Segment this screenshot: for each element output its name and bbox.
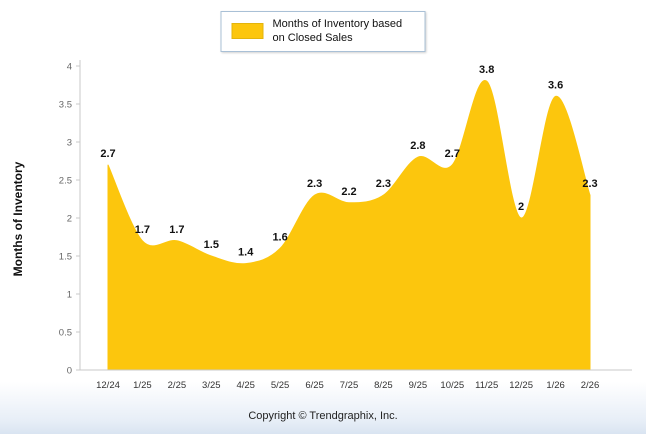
legend-swatch xyxy=(231,23,264,40)
data-label: 1.5 xyxy=(204,239,219,251)
y-tick-label: 2 xyxy=(67,214,72,225)
area-series xyxy=(107,80,591,371)
data-label: 1.7 xyxy=(135,224,150,236)
y-tick-label: 1.5 xyxy=(59,252,72,263)
y-tick-label: 2.5 xyxy=(59,176,72,187)
x-tick-label: 6/25 xyxy=(305,380,324,391)
y-tick-label: 3.5 xyxy=(59,100,72,111)
x-tick-label: 2/25 xyxy=(168,380,187,391)
x-tick-label: 3/25 xyxy=(202,380,221,391)
x-tick-label: 10/25 xyxy=(440,380,464,391)
data-label: 2.7 xyxy=(445,148,460,160)
x-tick-label: 2/26 xyxy=(581,380,600,391)
data-label: 2.3 xyxy=(582,178,597,190)
copyright-text: Copyright © Trendgraphix, Inc. xyxy=(248,410,398,422)
x-tick-label: 1/26 xyxy=(546,380,565,391)
data-label: 3.6 xyxy=(548,79,563,91)
x-tick-label: 1/25 xyxy=(133,380,152,391)
legend-label: Months of Inventory based on Closed Sale… xyxy=(272,18,403,45)
y-tick-label: 0 xyxy=(67,366,72,377)
x-tick-label: 8/25 xyxy=(374,380,393,391)
data-label: 2.7 xyxy=(100,148,115,160)
data-label: 2.3 xyxy=(376,178,391,190)
area-chart-svg: 0 0.5 1 1.5 2 2.5 3 3.5 4 12/24 1/25 2/25 3/25 4/25 5/… xyxy=(59,60,632,391)
x-tick-label: 12/24 xyxy=(96,380,120,391)
legend: Months of Inventory based on Closed Sale… xyxy=(220,11,426,52)
y-tick-label: 1 xyxy=(67,290,72,301)
x-tick-label: 9/25 xyxy=(409,380,428,391)
data-label: 3.8 xyxy=(479,64,494,76)
y-tick-label: 3 xyxy=(67,138,72,149)
x-tick-label: 12/25 xyxy=(509,380,533,391)
x-tick-label: 11/25 xyxy=(475,380,498,391)
x-tick-label: 4/25 xyxy=(236,380,255,391)
data-label: 2.8 xyxy=(410,140,425,152)
data-label: 1.7 xyxy=(169,224,184,236)
x-tick-label: 5/25 xyxy=(271,380,290,391)
y-tick-label: 0.5 xyxy=(59,328,72,339)
data-label: 2.2 xyxy=(341,186,356,198)
data-label: 1.6 xyxy=(272,231,287,243)
data-label: 1.4 xyxy=(238,247,254,259)
data-label: 2.3 xyxy=(307,178,322,190)
x-tick-label: 7/25 xyxy=(340,380,359,391)
data-label: 2 xyxy=(518,201,524,213)
y-tick-label: 4 xyxy=(67,62,72,73)
